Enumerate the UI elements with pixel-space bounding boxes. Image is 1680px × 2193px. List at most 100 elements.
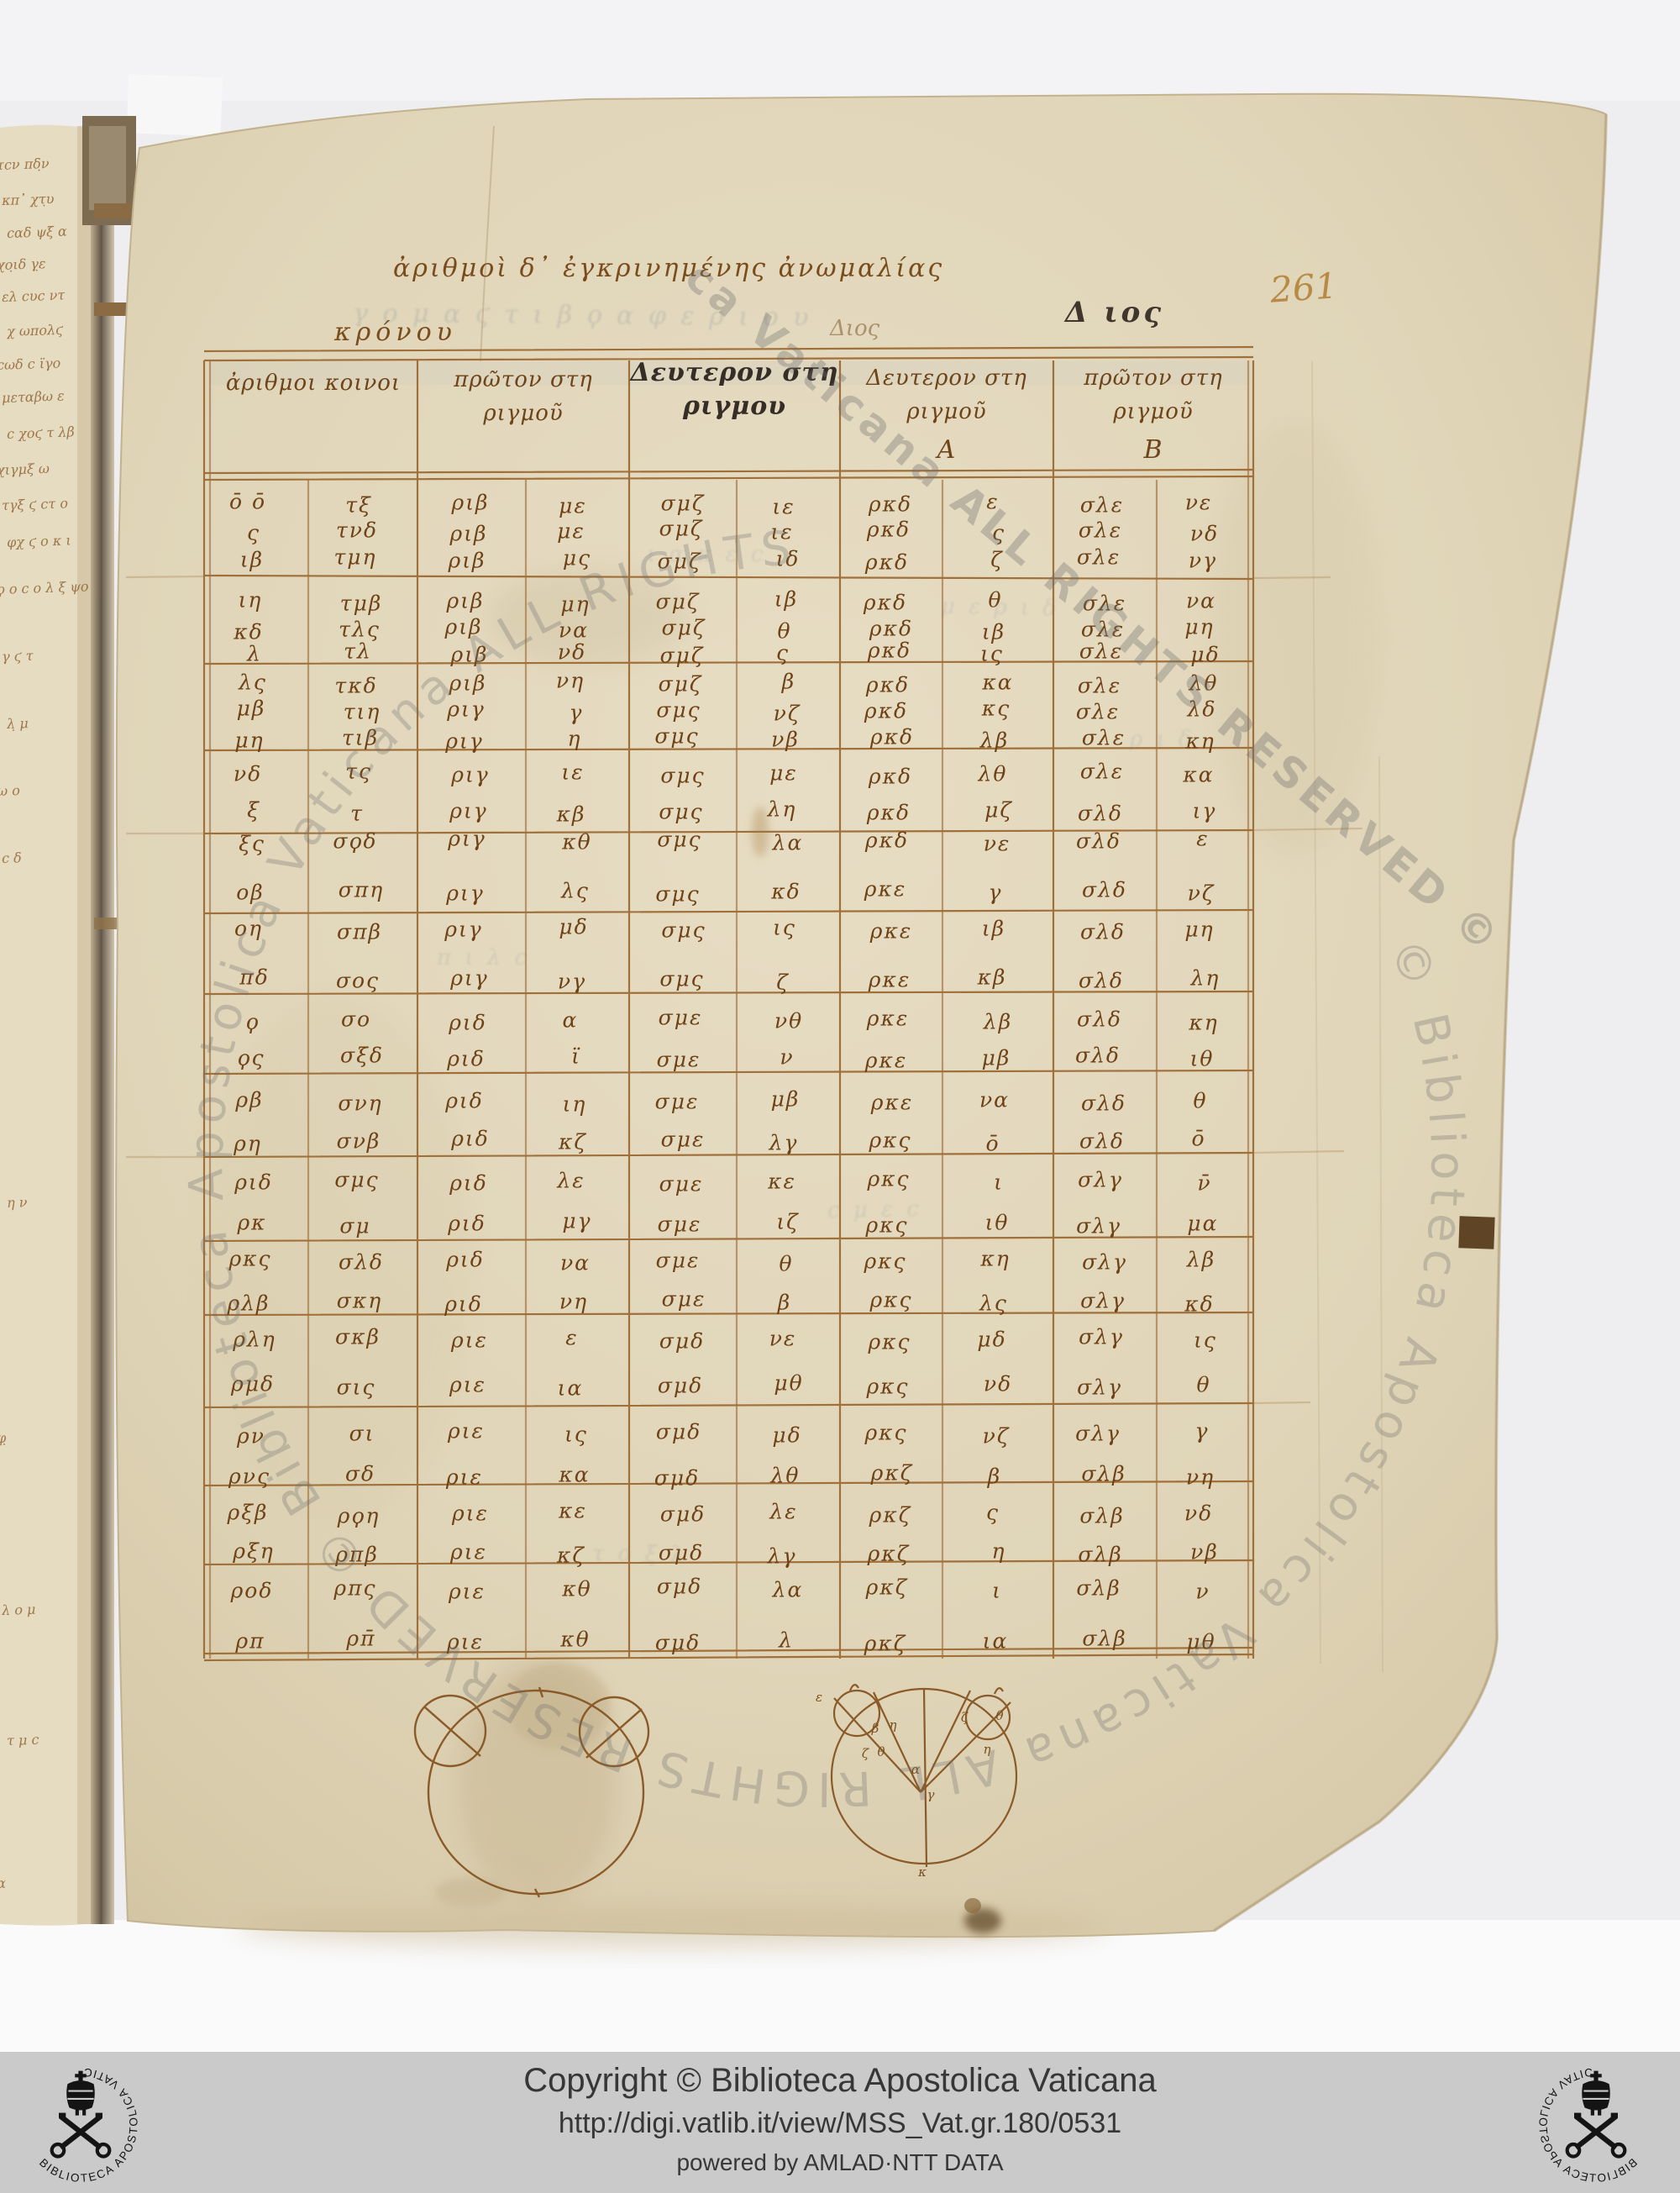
table-cell: ριδ: [447, 1046, 486, 1071]
table-cell: σος: [335, 968, 381, 993]
table-cell: σμδ: [656, 1574, 703, 1599]
table-cell: σο: [340, 1007, 372, 1032]
table-cell: ρκς: [865, 1212, 909, 1238]
table-cell: κθ: [560, 1627, 591, 1652]
table-cell: σμδ: [657, 1373, 704, 1398]
table-cell: ρκς: [867, 1166, 911, 1191]
table-cell: ρξη: [233, 1538, 275, 1564]
table-cell: τλ: [344, 639, 372, 664]
table-cell: ρκζ: [870, 1460, 914, 1486]
table-cell: λθ: [1189, 671, 1219, 696]
diagram-label: ε: [815, 1690, 823, 1705]
table-cell: σλδ: [1080, 919, 1126, 944]
table-cell: ιε: [772, 494, 795, 519]
binding-clasp-inner: [89, 126, 126, 210]
table-cell: ο̄: [1191, 1126, 1206, 1151]
table-cell: ρκδ: [864, 828, 910, 853]
table-cell: σλβ: [1081, 1461, 1126, 1486]
header-first-station-saturn: πρῶτον στη ριγμοῦ: [417, 363, 629, 430]
table-cell: σμ: [339, 1213, 371, 1238]
table-cell: ρκ: [237, 1210, 267, 1235]
header-letter: Β: [1143, 435, 1163, 465]
table-cell: σνη: [338, 1091, 383, 1116]
table-cell: ιθ: [984, 1210, 1010, 1235]
table-cell: σμδ: [654, 1465, 701, 1491]
table-cell: νζ: [1187, 881, 1215, 906]
table-cell: ρκδ: [868, 492, 913, 517]
table-cell: σλε: [1082, 591, 1127, 616]
table-cell: νδ: [1184, 1501, 1214, 1526]
table-cell: κε: [559, 1498, 587, 1523]
table-cell: ζ: [776, 970, 790, 995]
table-cell: ρμδ: [231, 1371, 275, 1396]
table-cell: σις: [336, 1375, 376, 1400]
table-cell: λβ: [979, 728, 1010, 753]
table-cell: ρβ: [235, 1087, 264, 1112]
table-cell: κβ: [977, 965, 1007, 990]
table-cell: σμδ: [659, 1501, 706, 1527]
table-cell: λς: [561, 878, 590, 903]
table-cell: σμς: [654, 723, 700, 749]
table-cell: σλε: [1076, 544, 1121, 570]
table-cell: ν̄: [1197, 1170, 1212, 1196]
table-cell: ρκδ: [867, 638, 912, 663]
table-cell: σλγ: [1079, 1324, 1124, 1349]
table-cell: κδ: [771, 879, 801, 904]
crease: [480, 125, 495, 362]
tiara-and-keys-icon: [50, 2070, 112, 2159]
label-jupiter-faint: Διος: [830, 316, 880, 341]
table-cell: σλβ: [1076, 1575, 1121, 1601]
table-cell: σμε: [660, 1127, 706, 1152]
table-cell: β: [777, 1290, 792, 1315]
table-cell: ρκε: [864, 1048, 908, 1073]
table-cell: λς: [979, 1291, 1008, 1316]
table-cell: σλδ: [1079, 1128, 1125, 1154]
diagram-label: η: [889, 1717, 897, 1733]
table-cell: σμζ: [655, 589, 701, 614]
table-cell: ις: [773, 915, 796, 940]
table-cell: κζ: [557, 1543, 585, 1568]
table-cell: μδ: [977, 1327, 1007, 1352]
table-cell: λε: [557, 1168, 585, 1193]
table-cell: θ: [1196, 1372, 1211, 1397]
table-cell: ις: [1194, 1328, 1217, 1353]
table-cell: κθ: [562, 1576, 592, 1601]
diagram-label: ζ: [960, 1710, 969, 1725]
diagram-label: κ: [918, 1864, 927, 1880]
table-cell: τιη: [343, 699, 381, 724]
vatican-library-logo-right: BIBLIOTECA APOSTOLICA VATICANA: [1536, 2057, 1662, 2185]
table-cell: νη: [1185, 1465, 1215, 1490]
header-line: Δευτερον στη: [866, 366, 1027, 391]
table-cell: σλε: [1079, 492, 1125, 518]
header-line: πρῶτον στη: [1084, 366, 1223, 391]
table-cell: σπη: [338, 877, 385, 902]
diagram-label: ζ: [861, 1746, 869, 1761]
table-cell: ρκδ: [865, 672, 911, 697]
diagram-label: θ: [995, 1708, 1004, 1723]
table-cell: ριδ: [449, 1010, 487, 1035]
table-cell: σκβ: [335, 1324, 381, 1349]
table-cell: σμζ: [658, 671, 703, 697]
table-cell: σι: [349, 1421, 375, 1446]
table-cell: τξ: [345, 492, 372, 518]
table-cell: σλε: [1079, 639, 1124, 664]
table-cell: ριβ: [446, 588, 485, 613]
table-cell: ξς: [239, 831, 265, 856]
table-cell: νε: [1184, 490, 1213, 515]
table-cell: ροδ: [230, 1578, 274, 1603]
table-cell: ριε: [449, 1579, 486, 1604]
table-cell: ζ: [990, 547, 1004, 572]
torn-right-edge: [1212, 113, 1608, 1933]
label-saturn: κρόνου: [334, 318, 457, 347]
table-cell: σμδ: [659, 1328, 706, 1354]
table-cell: ϙς: [237, 1045, 265, 1070]
table-cell: ρν: [237, 1423, 265, 1449]
table-cell: ριδ: [445, 1088, 484, 1113]
table-cell: σλδ: [1075, 1043, 1121, 1068]
table-cell: να: [979, 1087, 1011, 1112]
table-cell: ριδ: [446, 1247, 485, 1272]
table-cell: ρπβ: [335, 1542, 379, 1567]
table-cell: ιη: [238, 587, 263, 613]
table-cell: σλε: [1077, 673, 1122, 698]
table-cell: σλδ: [1077, 1007, 1122, 1032]
